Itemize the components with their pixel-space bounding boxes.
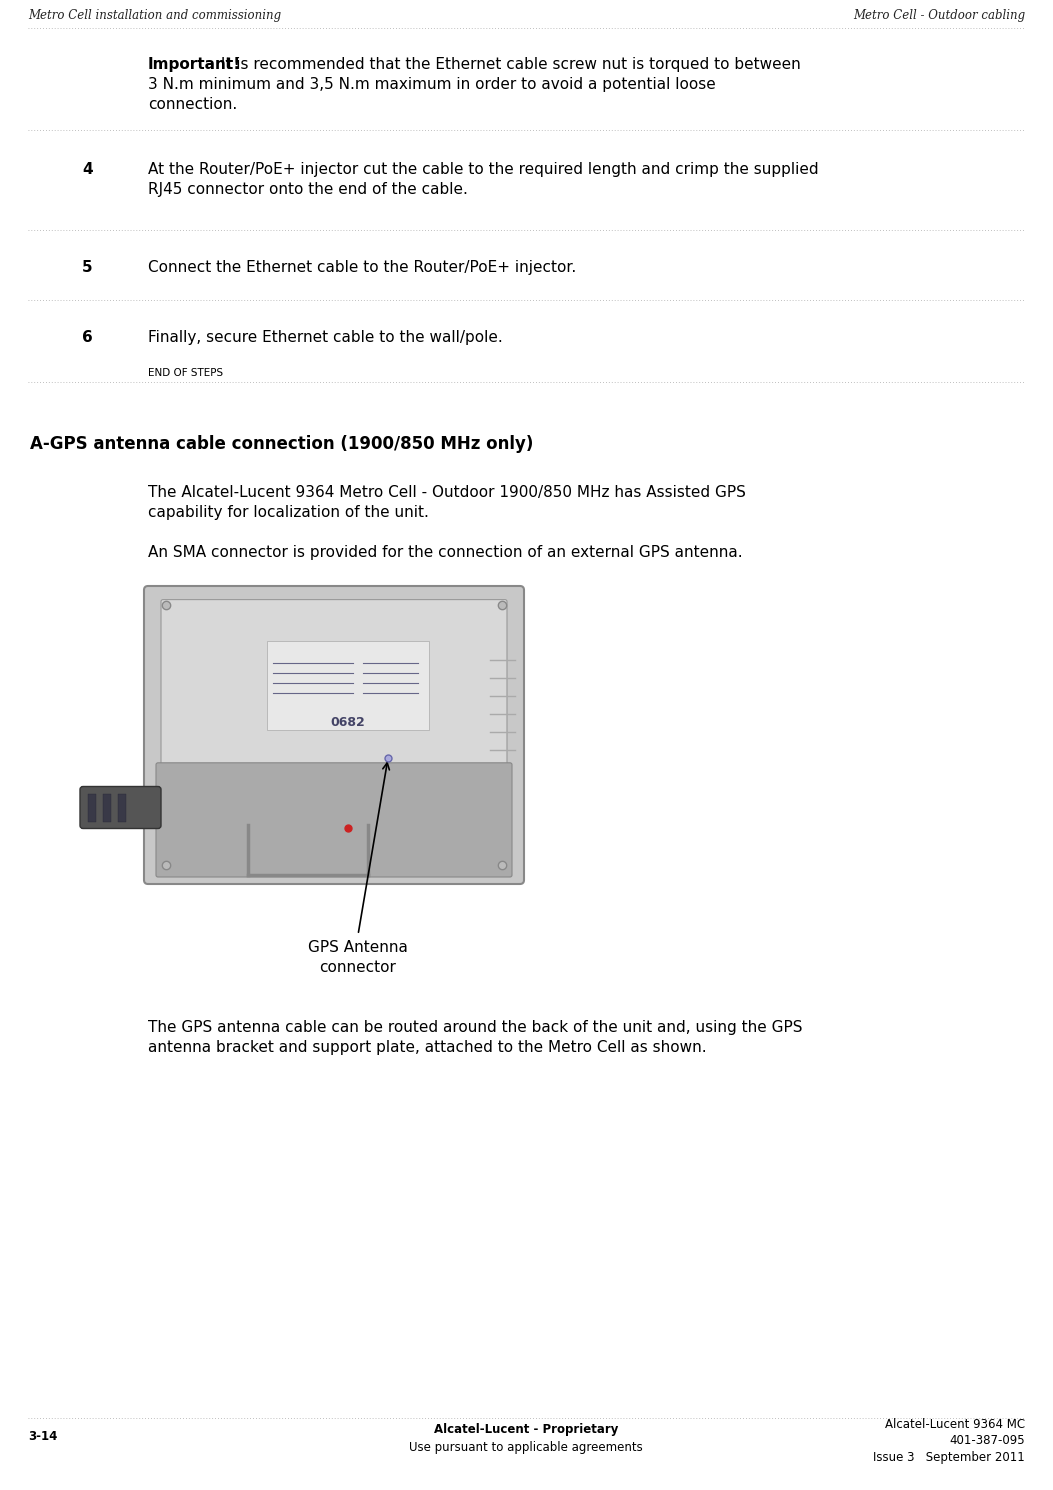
FancyBboxPatch shape xyxy=(88,794,96,821)
Text: The Alcatel-Lucent 9364 Metro Cell - Outdoor 1900/850 MHz has Assisted GPS: The Alcatel-Lucent 9364 Metro Cell - Out… xyxy=(148,486,746,501)
Text: antenna bracket and support plate, attached to the Metro Cell as shown.: antenna bracket and support plate, attac… xyxy=(148,1040,707,1055)
FancyBboxPatch shape xyxy=(267,641,429,730)
Text: connector: connector xyxy=(319,960,396,974)
FancyBboxPatch shape xyxy=(103,794,111,821)
Text: Finally, secure Ethernet cable to the wall/pole.: Finally, secure Ethernet cable to the wa… xyxy=(148,329,502,346)
Text: 0682: 0682 xyxy=(331,717,365,729)
Text: 401-387-095: 401-387-095 xyxy=(950,1435,1025,1447)
Text: The GPS antenna cable can be routed around the back of the unit and, using the G: The GPS antenna cable can be routed arou… xyxy=(148,1021,802,1036)
Text: Important!: Important! xyxy=(148,57,241,72)
FancyBboxPatch shape xyxy=(80,787,161,828)
Text: Use pursuant to applicable agreements: Use pursuant to applicable agreements xyxy=(410,1441,643,1454)
Text: END OF STEPS: END OF STEPS xyxy=(148,368,223,378)
Text: A-GPS antenna cable connection (1900/850 MHz only): A-GPS antenna cable connection (1900/850… xyxy=(29,435,534,453)
Text: 6: 6 xyxy=(82,329,93,346)
Text: Alcatel-Lucent 9364 MC: Alcatel-Lucent 9364 MC xyxy=(885,1418,1025,1432)
Text: 5: 5 xyxy=(82,259,93,276)
FancyBboxPatch shape xyxy=(161,599,506,772)
FancyBboxPatch shape xyxy=(118,794,126,821)
Text: connection.: connection. xyxy=(148,97,237,112)
Text: 3 N.m minimum and 3,5 N.m maximum in order to avoid a potential loose: 3 N.m minimum and 3,5 N.m maximum in ord… xyxy=(148,77,716,92)
Text: 3-14: 3-14 xyxy=(28,1430,57,1444)
Text: Alcatel-Lucent - Proprietary: Alcatel-Lucent - Proprietary xyxy=(434,1423,618,1435)
Text: An SMA connector is provided for the connection of an external GPS antenna.: An SMA connector is provided for the con… xyxy=(148,545,742,560)
Text: Metro Cell installation and commissioning: Metro Cell installation and commissionin… xyxy=(28,9,281,22)
Text: At the Router/PoE+ injector cut the cable to the required length and crimp the s: At the Router/PoE+ injector cut the cabl… xyxy=(148,162,818,177)
Text: GPS Antenna: GPS Antenna xyxy=(309,940,408,955)
FancyBboxPatch shape xyxy=(144,586,524,884)
Text: 4: 4 xyxy=(82,162,93,177)
Text: Issue 3   September 2011: Issue 3 September 2011 xyxy=(873,1450,1025,1463)
FancyBboxPatch shape xyxy=(156,763,512,878)
Text: Metro Cell - Outdoor cabling: Metro Cell - Outdoor cabling xyxy=(853,9,1025,22)
Text: Connect the Ethernet cable to the Router/PoE+ injector.: Connect the Ethernet cable to the Router… xyxy=(148,259,576,276)
Text: capability for localization of the unit.: capability for localization of the unit. xyxy=(148,505,429,520)
Text: It is recommended that the Ethernet cable screw nut is torqued to between: It is recommended that the Ethernet cabl… xyxy=(216,57,800,72)
Text: RJ45 connector onto the end of the cable.: RJ45 connector onto the end of the cable… xyxy=(148,182,468,197)
